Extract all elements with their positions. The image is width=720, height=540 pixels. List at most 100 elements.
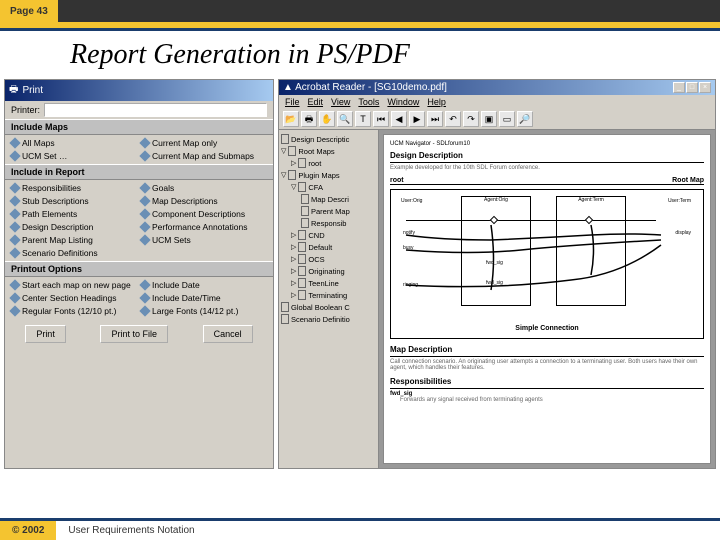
last-page-icon[interactable]: ⏭ — [427, 111, 443, 127]
nav-default[interactable]: ▷Default — [281, 241, 376, 253]
nav-parent-map[interactable]: Parent Map — [281, 205, 376, 217]
nav-plugin-maps[interactable]: ▽Plugin Maps — [281, 169, 376, 181]
menu-help[interactable]: Help — [427, 97, 446, 107]
nav-scenario-def[interactable]: Scenario Definitio — [281, 313, 376, 325]
include-maps-header: Include Maps — [5, 119, 273, 135]
nav-cnd[interactable]: ▷CND — [281, 229, 376, 241]
opt-center-headings[interactable]: Center Section Headings — [11, 293, 137, 303]
opt-parent-map[interactable]: Parent Map Listing — [11, 235, 137, 245]
cancel-button[interactable]: Cancel — [203, 325, 253, 343]
opt-ucm-set[interactable]: UCM Set … — [11, 151, 137, 161]
opt-scenario-def[interactable]: Scenario Definitions — [11, 248, 137, 258]
label-fwd2: fwd_sig — [486, 280, 503, 286]
opt-current-submaps[interactable]: Current Map and Submaps — [141, 151, 267, 161]
print-button[interactable]: Print — [25, 325, 66, 343]
acrobat-icon: ▲ — [283, 82, 293, 93]
label-notify: notify — [403, 230, 415, 236]
bookmark-pane: Design Descriptic ▽Root Maps ▷root ▽Plug… — [279, 130, 379, 468]
nav-originating[interactable]: ▷Originating — [281, 265, 376, 277]
tool-icon[interactable]: ✋ — [319, 111, 335, 127]
prev-page-icon[interactable]: ◀ — [391, 111, 407, 127]
doc-map-desc: Call connection scenario. An originating… — [390, 359, 704, 371]
menu-view[interactable]: View — [331, 97, 350, 107]
agent-term-box: Agent:Term — [556, 196, 626, 306]
acrobat-menubar: File Edit View Tools Window Help — [279, 95, 715, 109]
opt-goals[interactable]: Goals — [141, 183, 267, 193]
include-report-header: Include in Report — [5, 164, 273, 180]
opt-all-maps[interactable]: All Maps — [11, 138, 137, 148]
menu-edit[interactable]: Edit — [308, 97, 324, 107]
nav-root[interactable]: ▷root — [281, 157, 376, 169]
opt-design-desc[interactable]: Design Description — [11, 222, 137, 232]
footer-text: User Requirements Notation — [56, 521, 206, 540]
opt-regular-fonts[interactable]: Regular Fonts (12/10 pt.) — [11, 306, 137, 316]
maximize-button[interactable]: □ — [686, 82, 698, 93]
maps-options: All Maps Current Map only UCM Set … Curr… — [5, 135, 273, 164]
next-page-icon[interactable]: ▶ — [409, 111, 425, 127]
select-icon[interactable]: T — [355, 111, 371, 127]
doc-h2: Map Description — [390, 345, 704, 357]
print-to-file-button[interactable]: Print to File — [100, 325, 168, 343]
opt-stub-desc[interactable]: Stub Descriptions — [11, 196, 137, 206]
menu-file[interactable]: File — [285, 97, 300, 107]
acrobat-window: ▲ Acrobat Reader - [SG10demo.pdf] _ □ × … — [278, 79, 716, 469]
path-1 — [406, 220, 656, 221]
open-icon[interactable]: 📂 — [283, 111, 299, 127]
diagram-paths — [391, 190, 703, 338]
print-title: Print — [22, 85, 43, 96]
opt-perf-ann[interactable]: Performance Annotations — [141, 222, 267, 232]
doc-root-header: rootRoot Map — [390, 177, 704, 185]
doc-h1: Design Description — [390, 151, 704, 163]
printer-input[interactable] — [44, 103, 267, 117]
menu-window[interactable]: Window — [387, 97, 419, 107]
nav-root-maps[interactable]: ▽Root Maps — [281, 145, 376, 157]
zoom-icon[interactable]: 🔍 — [337, 111, 353, 127]
find-icon[interactable]: 🔎 — [517, 111, 533, 127]
opt-include-date[interactable]: Include Date — [141, 280, 267, 290]
opt-ucm-sets[interactable]: UCM Sets — [141, 235, 267, 245]
agent-orig-box: Agent:Orig — [461, 196, 531, 306]
nav-map-descri[interactable]: Map Descri — [281, 193, 376, 205]
print-dialog: 🖶 Print Printer: Include Maps All Maps C… — [4, 79, 274, 469]
fit-page-icon[interactable]: ▣ — [481, 111, 497, 127]
menu-tools[interactable]: Tools — [358, 97, 379, 107]
nav-global-bool[interactable]: Global Boolean C — [281, 301, 376, 313]
print-dialog-titlebar: 🖶 Print — [5, 80, 273, 101]
printer-label: Printer: — [11, 105, 40, 115]
opt-new-page[interactable]: Start each map on new page — [11, 280, 137, 290]
opt-current-map[interactable]: Current Map only — [141, 138, 267, 148]
acrobat-toolbar: 📂 🖶 ✋ 🔍 T ⏮ ◀ ▶ ⏭ ↶ ↷ ▣ ▭ 🔎 — [279, 109, 715, 130]
close-button[interactable]: × — [699, 82, 711, 93]
doc-h3: Responsibilities — [390, 377, 704, 389]
label-fwd1: fwd_sig — [486, 260, 503, 266]
opt-map-desc[interactable]: Map Descriptions — [141, 196, 267, 206]
doc-header: UCM Navigator - SDLforum10 — [390, 141, 704, 147]
forward-icon[interactable]: ↷ — [463, 111, 479, 127]
copyright-label: © 2002 — [0, 521, 56, 540]
back-icon[interactable]: ↶ — [445, 111, 461, 127]
resp-desc: Forwards any signal received from termin… — [390, 397, 704, 403]
nav-design-desc[interactable]: Design Descriptic — [281, 133, 376, 145]
nav-teenline[interactable]: ▷TeenLine — [281, 277, 376, 289]
opt-path-elem[interactable]: Path Elements — [11, 209, 137, 219]
fit-width-icon[interactable]: ▭ — [499, 111, 515, 127]
nav-cfa[interactable]: ▽CFA — [281, 181, 376, 193]
print-icon[interactable]: 🖶 — [301, 111, 317, 127]
page-number-tab: Page 43 — [0, 0, 58, 22]
nav-ocs[interactable]: ▷OCS — [281, 253, 376, 265]
opt-include-datetime[interactable]: Include Date/Time — [141, 293, 267, 303]
document-view: UCM Navigator - SDLforum10 Design Descri… — [383, 134, 711, 464]
minimize-button[interactable]: _ — [673, 82, 685, 93]
top-bar: Page 43 — [0, 0, 720, 22]
label-ringing: ringing — [403, 282, 418, 288]
slide-title: Report Generation in PS/PDF — [0, 31, 720, 79]
opt-comp-desc[interactable]: Component Descriptions — [141, 209, 267, 219]
opt-responsibilities[interactable]: Responsibilities — [11, 183, 137, 193]
ucm-diagram: User:Orig Agent:Orig Agent:Term User:Ter… — [390, 189, 704, 339]
nav-responsib[interactable]: Responsib — [281, 217, 376, 229]
opt-large-fonts[interactable]: Large Fonts (14/12 pt.) — [141, 306, 267, 316]
nav-terminating[interactable]: ▷Terminating — [281, 289, 376, 301]
first-page-icon[interactable]: ⏮ — [373, 111, 389, 127]
acrobat-title-text: Acrobat Reader - [SG10demo.pdf] — [295, 82, 447, 93]
slide-footer: © 2002 User Requirements Notation — [0, 518, 720, 540]
